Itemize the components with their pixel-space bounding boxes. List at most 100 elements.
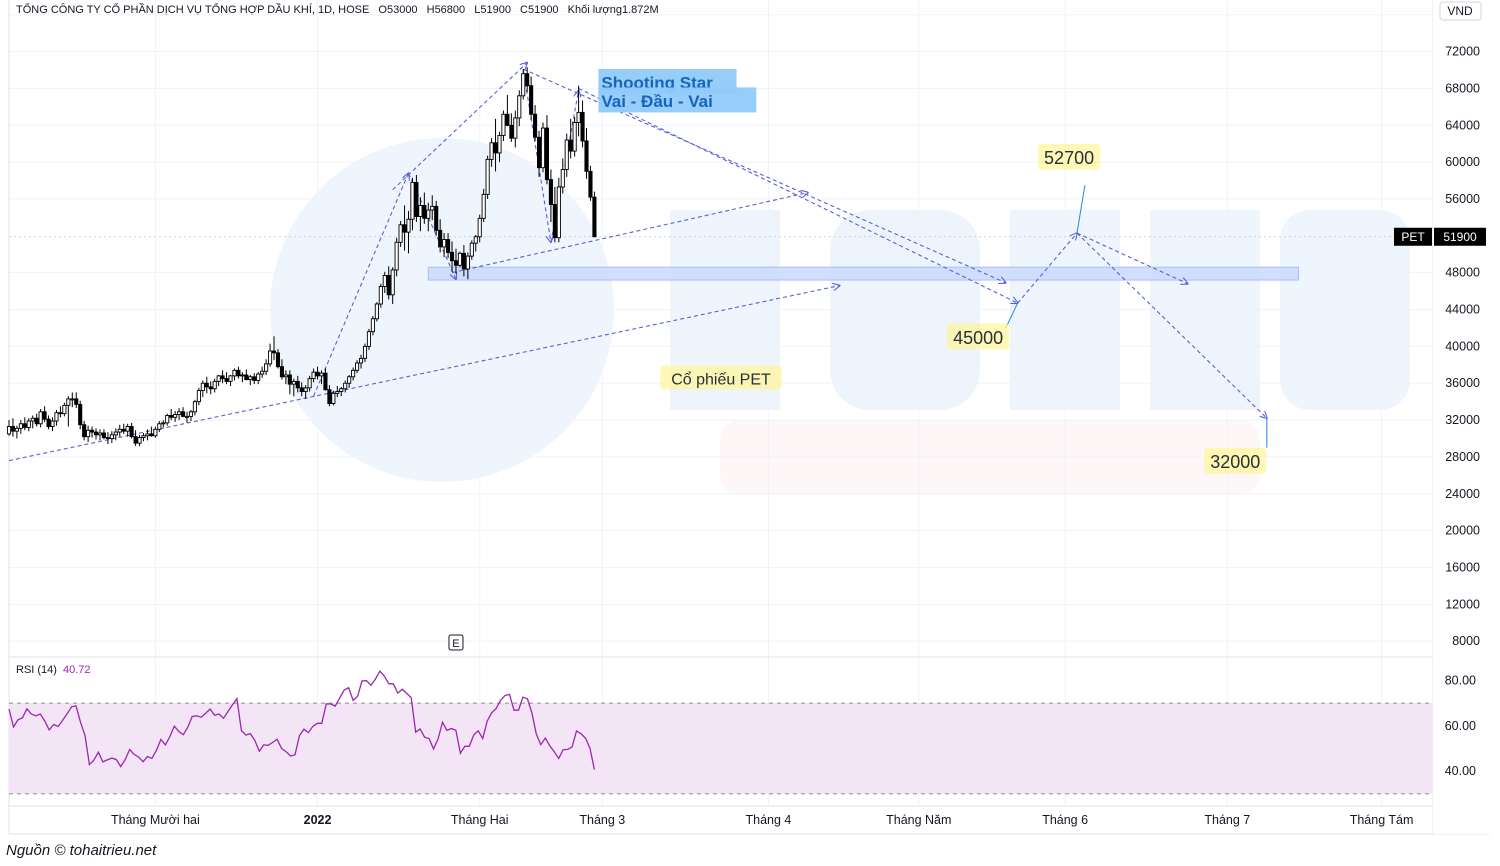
candle-up bbox=[228, 375, 233, 382]
candle-up bbox=[283, 374, 288, 378]
candle-up bbox=[188, 411, 194, 417]
candle-down bbox=[544, 127, 550, 181]
candle-down bbox=[580, 111, 585, 142]
candle-down bbox=[584, 140, 589, 172]
candle-up bbox=[576, 111, 581, 123]
symbol-header: TỔNG CÔNG TY CỔ PHẦN DỊCH VỤ TỔNG HỢP DẦ… bbox=[16, 4, 665, 16]
time-tick-label: Tháng Hai bbox=[451, 813, 509, 827]
candle-up bbox=[248, 376, 253, 380]
candle-up bbox=[362, 345, 368, 359]
candle-down bbox=[204, 382, 209, 388]
candle-up bbox=[564, 139, 569, 170]
candle-up bbox=[358, 357, 364, 364]
target-connector bbox=[1005, 302, 1019, 329]
candle-up bbox=[556, 186, 561, 239]
candle-up bbox=[319, 372, 324, 377]
candle-down bbox=[279, 366, 284, 378]
candle-down bbox=[22, 423, 27, 428]
event-marker-label: E bbox=[452, 638, 459, 650]
annotation-box bbox=[947, 323, 1010, 350]
price-tick-label: 24000 bbox=[1445, 487, 1480, 501]
trend-line bbox=[1076, 232, 1267, 418]
candle-up bbox=[457, 252, 462, 266]
candle-up bbox=[382, 275, 387, 287]
candle-up bbox=[153, 428, 158, 437]
candle-up bbox=[6, 426, 12, 435]
candle-down bbox=[525, 73, 530, 87]
candle-up bbox=[109, 434, 114, 439]
candle-down bbox=[529, 85, 534, 115]
candle-up bbox=[291, 380, 296, 385]
annotation-box bbox=[660, 365, 782, 390]
candle-down bbox=[548, 179, 553, 205]
price-tick-label: 72000 bbox=[1445, 45, 1480, 59]
event-marker-box bbox=[448, 634, 464, 651]
candle-up bbox=[196, 390, 201, 403]
volume-value: Khối lượng1.872M bbox=[567, 4, 659, 16]
candle-up bbox=[38, 411, 43, 425]
candle-up bbox=[145, 433, 150, 437]
candle-up bbox=[517, 95, 522, 119]
candle-up bbox=[161, 422, 166, 425]
candle-down bbox=[449, 251, 455, 262]
candle-down bbox=[236, 369, 241, 377]
annotation-box bbox=[1204, 447, 1267, 474]
price-tick-label: 36000 bbox=[1445, 376, 1480, 390]
candle-up bbox=[192, 401, 197, 413]
candle-up bbox=[26, 420, 31, 428]
candle-up bbox=[469, 242, 474, 257]
candle-down bbox=[422, 204, 427, 219]
time-tick-label: Tháng 4 bbox=[746, 813, 792, 827]
candle-down bbox=[271, 350, 277, 354]
rsi-label: RSI (14) bbox=[16, 664, 57, 676]
candle-down bbox=[46, 418, 51, 427]
price-tick-label: 12000 bbox=[1445, 597, 1480, 611]
high-value: H56800 bbox=[426, 4, 466, 16]
candle-up bbox=[347, 376, 352, 384]
candle-down bbox=[295, 380, 300, 389]
candle-up bbox=[137, 437, 142, 444]
candle-down bbox=[402, 224, 407, 233]
candle-down bbox=[588, 170, 593, 198]
candle-down bbox=[275, 352, 281, 368]
candle-up bbox=[256, 373, 261, 381]
time-tick-label: Tháng Mười hai bbox=[111, 813, 200, 827]
currency-text: VND bbox=[1447, 4, 1473, 18]
candle-down bbox=[244, 374, 249, 380]
candle-down bbox=[224, 378, 229, 382]
candle-up bbox=[477, 217, 482, 238]
candle-up bbox=[113, 431, 118, 436]
candle-up bbox=[351, 369, 356, 378]
candle-up bbox=[30, 417, 35, 422]
candle-up bbox=[125, 426, 130, 432]
candle-up bbox=[370, 318, 375, 333]
candle-down bbox=[446, 239, 451, 253]
candle-up bbox=[390, 269, 395, 296]
rsi-tick-label: 80.00 bbox=[1445, 673, 1476, 687]
annotation-text: 32000 bbox=[1210, 452, 1260, 472]
rsi-legend: RSI (14) 40.72 bbox=[16, 664, 91, 676]
candle-up bbox=[465, 255, 470, 270]
source-credit: Nguồn © tohaitrieu.net bbox=[6, 842, 157, 859]
price-tick-label: 60000 bbox=[1445, 155, 1480, 169]
candle-up bbox=[14, 427, 19, 432]
annotation-text: 52700 bbox=[1044, 148, 1094, 168]
time-tick-label: 2022 bbox=[304, 813, 332, 827]
candle-down bbox=[461, 252, 466, 270]
rsi-value: 40.72 bbox=[63, 664, 91, 676]
candle-down bbox=[10, 426, 16, 432]
grid-lines bbox=[8, 0, 1490, 835]
candle-down bbox=[90, 429, 95, 433]
candle-up bbox=[212, 380, 217, 390]
candle-down bbox=[438, 229, 443, 248]
annotation-text: Vai - Đầu - Vai bbox=[601, 92, 713, 111]
candle-up bbox=[264, 363, 269, 372]
candle-up bbox=[177, 411, 182, 416]
candle-down bbox=[315, 371, 320, 377]
last-price-value: 51900 bbox=[1443, 230, 1477, 244]
last-price-tag[interactable]: PET 51900 bbox=[1394, 227, 1486, 246]
candle-up bbox=[418, 204, 423, 217]
rsi-tick-label: 60.00 bbox=[1445, 719, 1476, 733]
candle-up bbox=[165, 415, 170, 424]
